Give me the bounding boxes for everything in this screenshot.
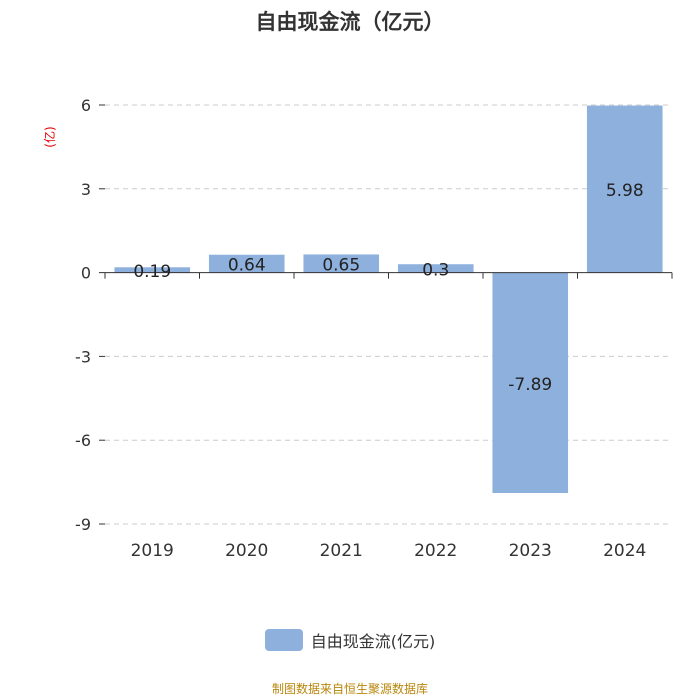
data-label-2023: -7.89	[508, 375, 552, 395]
legend-swatch	[264, 629, 303, 651]
x-tick-label: 2023	[509, 541, 552, 561]
x-tick-label: 2020	[225, 541, 268, 561]
x-tick-label: 2019	[131, 541, 174, 561]
legend-label: 自由现金流(亿元)	[310, 632, 436, 651]
bar-2022	[397, 264, 474, 273]
data-label-2021: 0.65	[322, 256, 360, 276]
data-label-2022: 0.3	[422, 260, 449, 280]
y-tick-label: 0	[81, 264, 91, 283]
bar-2024	[586, 105, 663, 273]
x-tick-label: 2024	[603, 541, 646, 561]
legend: 自由现金流(亿元)	[0, 628, 700, 652]
source-note: 制图数据来自恒生聚源数据库	[271, 682, 428, 696]
y-tick-label: -9	[75, 515, 91, 534]
chart-title: 自由现金流（亿元）	[255, 10, 445, 34]
y-tick-label: -6	[75, 431, 91, 450]
bar-2019	[114, 267, 191, 273]
y-tick-label: -3	[75, 347, 91, 366]
bar-2021	[303, 254, 380, 273]
y-tick-label: 6	[81, 96, 91, 115]
bar-2020	[208, 254, 285, 273]
x-tick-label: 2022	[414, 541, 457, 561]
bar-2023	[492, 272, 569, 493]
data-label-2020: 0.64	[228, 256, 266, 276]
y-axis-label: (亿)	[42, 126, 57, 147]
data-label-2019: 0.19	[133, 262, 171, 282]
x-tick-label: 2021	[320, 541, 363, 561]
data-label-2024: 5.98	[606, 181, 644, 201]
y-tick-label: 3	[81, 180, 91, 199]
